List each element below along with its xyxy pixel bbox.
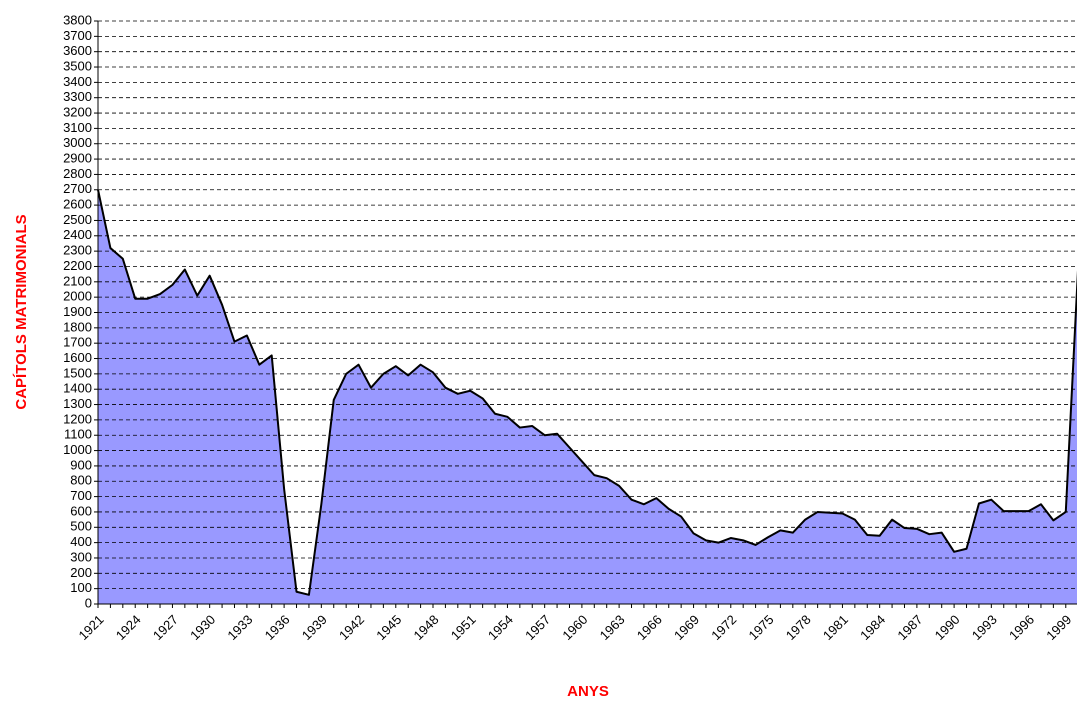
y-tick-label: 2200 [63,258,92,273]
y-tick-label: 1000 [63,442,92,457]
y-tick-label: 1900 [63,304,92,319]
y-tick-label: 1400 [63,381,92,396]
y-tick-label: 3400 [63,74,92,89]
x-tick-label: 1972 [708,612,739,643]
y-tick-label: 2900 [63,151,92,166]
y-tick-label: 2100 [63,273,92,288]
y-tick-label: 2300 [63,243,92,258]
y-tick-label: 3200 [63,104,92,119]
x-tick-label: 1942 [336,612,367,643]
x-tick-label: 1924 [113,612,144,643]
y-tick-label: 3700 [63,28,92,43]
x-tick-label: 1951 [448,612,479,643]
x-tick-label: 1954 [485,612,516,643]
x-tick-label: 1993 [969,612,1000,643]
x-tick-label: 1948 [410,612,441,643]
y-tick-label: 3600 [63,43,92,58]
line [97,189,1077,596]
y-tick-label: 2400 [63,227,92,242]
x-tick-label: 1930 [187,612,218,643]
y-tick-label: 700 [70,488,92,503]
y-tick-label: 3000 [63,135,92,150]
y-tick-label: 3500 [63,58,92,73]
y-tick-label: 1800 [63,319,92,334]
y-tick-label: 3800 [63,12,92,27]
y-tick-label: 3100 [63,120,92,135]
x-tick-label: 1963 [597,612,628,643]
y-tick-label: 1100 [64,427,92,442]
x-tick-label: 1996 [1006,612,1037,643]
x-tick-label: 1966 [634,612,665,643]
y-tick-label: 400 [70,534,92,549]
y-tick-label: 2000 [63,289,92,304]
y-tick-label: 600 [70,503,92,518]
x-tick-label: 1960 [559,612,590,643]
x-tick-label: 1990 [932,612,963,643]
y-tick-label: 800 [70,473,92,488]
x-tick-label: 1969 [671,612,702,643]
x-tick-label: 1936 [262,612,293,643]
x-tick-label: 1945 [373,612,404,643]
y-axis-label: CAPÍTOLS MATRIMONIALS [13,214,30,409]
x-tick-label: 1933 [224,612,255,643]
y-tick-label: 900 [70,457,92,472]
y-tick-label: 300 [70,549,92,564]
x-tick-label: 1975 [745,612,776,643]
y-tick-label: 1200 [63,411,92,426]
y-tick-label: 200 [70,565,92,580]
x-tick-label: 1978 [783,612,814,643]
y-tick-label: 3300 [63,89,92,104]
y-tick-label: 1600 [63,350,92,365]
y-tick-label: 2600 [63,197,92,212]
x-tick-label: 1984 [857,612,888,643]
x-tick-label: 1981 [820,612,851,643]
area [98,189,1077,604]
y-tick-label: 100 [70,580,92,595]
x-tick-label: 1927 [150,612,181,643]
y-tick-label: 1300 [63,396,92,411]
y-tick-label: 1500 [63,365,92,380]
x-tick-label: 1987 [894,612,925,643]
y-tick-label: 500 [70,519,92,534]
y-tick-label: 1700 [63,335,92,350]
x-axis-label: ANYS [567,683,609,700]
x-tick-label: 1939 [299,612,330,643]
x-tick-label: 1957 [522,612,553,643]
y-tick-label: 2500 [63,212,92,227]
y-tick-label: 0 [85,595,92,610]
x-tick-label: 1999 [1043,612,1074,643]
x-tick-label: 1921 [75,612,106,643]
y-tick-label: 2800 [63,166,92,181]
y-tick-label: 2700 [63,181,92,196]
